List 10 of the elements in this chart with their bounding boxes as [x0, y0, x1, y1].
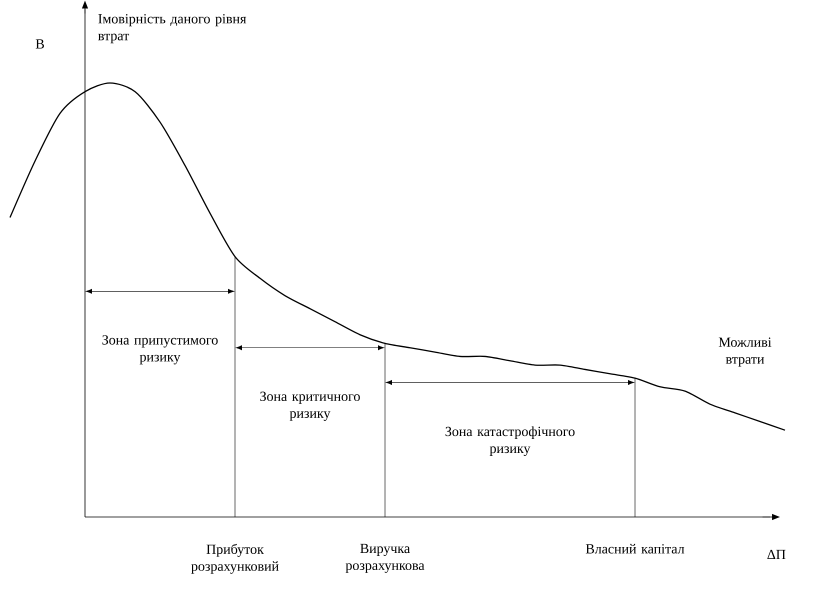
annotation: Зона катастрофічного ризику: [446, 426, 575, 456]
x-tick-label: Власний капітал: [586, 544, 684, 554]
text: В: [36, 39, 44, 49]
y-axis-title: Імовірність даного рівня втрат: [98, 14, 246, 44]
x-axis-title: ΔП: [767, 550, 786, 560]
x-tick-label: Виручка розрахункова: [346, 544, 424, 573]
annotation: Можливі втрати: [718, 338, 772, 367]
x-tick-label: Прибуток розрахунковий: [191, 544, 279, 574]
annotation: Зона припустимого ризику: [102, 335, 218, 364]
annotation: Зона критичного ризику: [260, 392, 360, 421]
